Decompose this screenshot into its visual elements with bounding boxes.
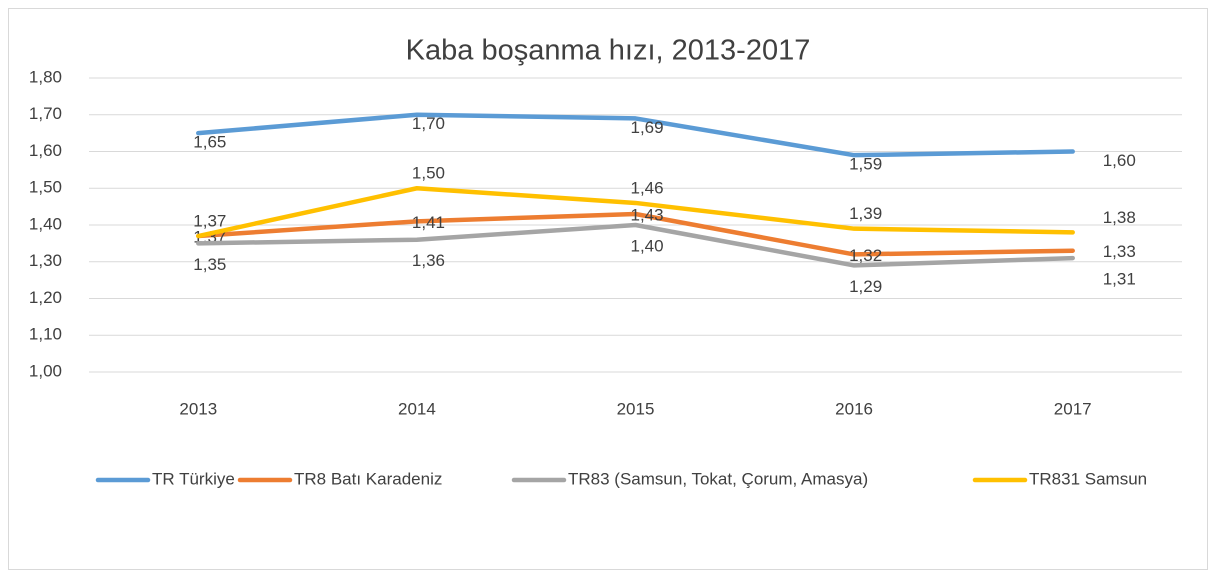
- data-label: 1,29: [849, 277, 882, 296]
- data-label: 1,69: [631, 118, 664, 137]
- legend-label: TR83 (Samsun, Tokat, Çorum, Amasya): [568, 469, 868, 488]
- data-label: 1,59: [849, 155, 882, 174]
- data-label: 1,32: [849, 246, 882, 265]
- data-label: 1,35: [193, 255, 226, 274]
- data-label: 1,39: [849, 204, 882, 223]
- y-tick-label: 1,50: [29, 178, 62, 197]
- y-tick-label: 1,80: [29, 67, 62, 86]
- legend-label: TR8 Batı Karadeniz: [294, 469, 442, 488]
- data-label: 1,31: [1103, 270, 1136, 289]
- y-tick-label: 1,70: [29, 104, 62, 123]
- y-tick-label: 1,30: [29, 251, 62, 270]
- x-tick-label: 2017: [1054, 399, 1092, 418]
- data-label: 1,37: [193, 212, 226, 231]
- y-tick-label: 1,10: [29, 325, 62, 344]
- data-label: 1,50: [412, 164, 445, 183]
- y-tick-label: 1,00: [29, 361, 62, 380]
- data-label: 1,41: [412, 213, 445, 232]
- data-label: 1,36: [412, 251, 445, 270]
- chart-title: Kaba boşanma hızı, 2013-2017: [406, 35, 811, 67]
- series-line: [196, 186, 1075, 239]
- y-tick-label: 1,40: [29, 214, 62, 233]
- data-label: 1,38: [1103, 208, 1136, 227]
- data-label: 1,33: [1103, 242, 1136, 261]
- y-tick-label: 1,20: [29, 288, 62, 307]
- series-line: [196, 112, 1075, 158]
- x-tick-label: 2016: [835, 399, 873, 418]
- series-line: [196, 211, 1075, 257]
- x-tick-label: 2015: [617, 399, 655, 418]
- y-tick-label: 1,60: [29, 141, 62, 160]
- data-label: 1,60: [1103, 151, 1136, 170]
- x-tick-label: 2014: [398, 399, 436, 418]
- chart-border: [8, 8, 1208, 570]
- data-label: 1,65: [193, 133, 226, 152]
- series-line: [196, 222, 1075, 268]
- legend-label: TR Türkiye: [152, 469, 235, 488]
- data-label: 1,40: [631, 236, 664, 255]
- data-label: 1,46: [631, 178, 664, 197]
- data-label: 1,70: [412, 114, 445, 133]
- data-label: 1,43: [631, 205, 664, 224]
- legend-label: TR831 Samsun: [1029, 469, 1147, 488]
- x-tick-label: 2013: [179, 399, 217, 418]
